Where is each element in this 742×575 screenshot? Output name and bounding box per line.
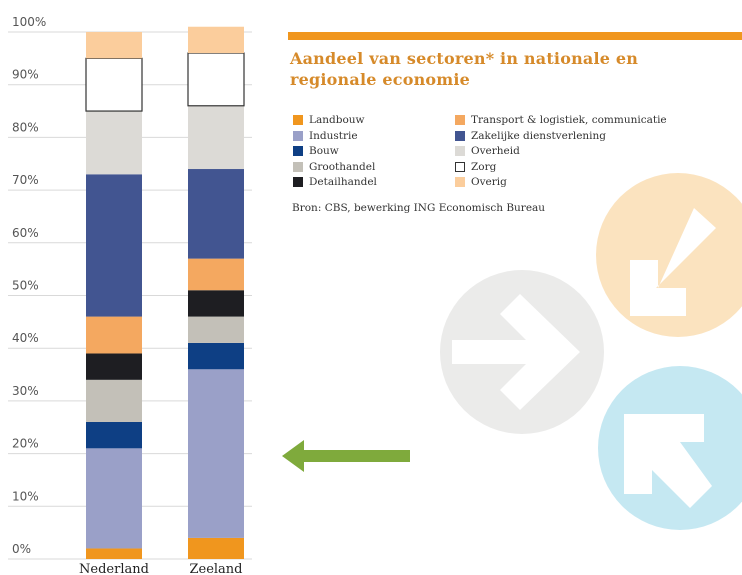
bar-segment bbox=[86, 174, 142, 317]
legend-label: Landbouw bbox=[309, 114, 365, 126]
bar-segment bbox=[188, 316, 244, 343]
legend-item: Zorg bbox=[455, 161, 496, 173]
legend-swatch bbox=[293, 146, 303, 156]
header-accent-bar bbox=[288, 32, 742, 40]
legend-item: Groothandel bbox=[293, 161, 375, 173]
x-axis-categories: Nederland Zeeland bbox=[79, 562, 242, 575]
legend-label: Transport & logistiek, communicatie bbox=[471, 114, 667, 126]
y-tick-label: 20% bbox=[12, 437, 39, 451]
bar-segment bbox=[188, 290, 244, 317]
bar-segment bbox=[86, 421, 142, 449]
bar-segment bbox=[86, 316, 142, 354]
bar-segment bbox=[188, 258, 244, 291]
y-tick-label: 80% bbox=[12, 120, 39, 134]
legend-label: Zakelijke dienstverlening bbox=[471, 129, 607, 142]
legend-label: Zorg bbox=[471, 160, 497, 173]
category-label: Zeeland bbox=[189, 562, 242, 575]
y-tick-label: 100% bbox=[12, 15, 46, 29]
legend-item: Overheid bbox=[455, 145, 520, 157]
legend-swatch bbox=[455, 177, 465, 187]
legend-label: Industrie bbox=[309, 129, 358, 142]
bars bbox=[85, 26, 245, 559]
bar-segment bbox=[188, 169, 244, 259]
y-tick-label: 60% bbox=[12, 226, 39, 240]
legend-label: Bouw bbox=[309, 145, 339, 157]
bar-segment bbox=[86, 548, 142, 559]
bar-segment bbox=[188, 26, 244, 54]
legend-label: Groothandel bbox=[309, 160, 376, 173]
legend-item: Bouw bbox=[293, 145, 339, 157]
legend-swatch bbox=[293, 177, 303, 187]
title-line-1: Aandeel van sectoren* in nationale en bbox=[290, 49, 639, 68]
legend-item: Zakelijke dienstverlening bbox=[455, 130, 606, 142]
bar-segment bbox=[188, 369, 244, 538]
bar-segment bbox=[187, 52, 245, 107]
legend-swatch bbox=[293, 130, 303, 141]
bar-segment bbox=[86, 111, 142, 175]
legend-swatch bbox=[455, 130, 465, 141]
bar-segment bbox=[86, 32, 142, 59]
bar-segment bbox=[86, 379, 142, 422]
source-note: Bron: CBS, bewerking ING Economisch Bure… bbox=[292, 202, 546, 214]
y-tick-label: 10% bbox=[12, 489, 39, 503]
legend-item: Industrie bbox=[293, 130, 358, 142]
legend-swatch bbox=[293, 115, 303, 125]
bar-segment bbox=[86, 353, 142, 380]
bar-segment bbox=[188, 105, 244, 170]
bar-segment bbox=[188, 342, 244, 370]
legend-label: Detailhandel bbox=[309, 176, 377, 188]
chart-title: Aandeel van sectoren* in nationale en re… bbox=[290, 48, 730, 90]
title-line-2: regionale economie bbox=[290, 70, 471, 89]
y-tick-label: 30% bbox=[12, 384, 39, 398]
category-label: Nederland bbox=[79, 562, 149, 575]
legend-swatch bbox=[455, 115, 465, 125]
bar-segment bbox=[85, 57, 143, 112]
y-tick-label: 40% bbox=[12, 331, 39, 345]
bar-segment bbox=[86, 448, 142, 549]
legend-swatch bbox=[293, 161, 303, 172]
legend-swatch bbox=[455, 161, 465, 172]
bar-segment bbox=[188, 537, 244, 559]
legend-item: Landbouw bbox=[293, 114, 365, 126]
y-tick-label: 90% bbox=[12, 68, 39, 82]
legend-item: Detailhandel bbox=[293, 176, 377, 188]
legend-label: Overig bbox=[471, 176, 507, 188]
y-tick-label: 0% bbox=[12, 542, 31, 556]
y-axis-ticks: 0% 10% 20% 30% 40% 50% 60% 70% 80% 90% 100% bbox=[12, 15, 46, 556]
y-tick-label: 50% bbox=[12, 279, 39, 293]
legend-item: Transport & logistiek, communicatie bbox=[455, 114, 667, 126]
legend-swatch bbox=[455, 146, 465, 156]
y-tick-label: 70% bbox=[12, 173, 39, 187]
legend-label: Overheid bbox=[471, 145, 520, 157]
legend-item: Overig bbox=[455, 176, 507, 188]
